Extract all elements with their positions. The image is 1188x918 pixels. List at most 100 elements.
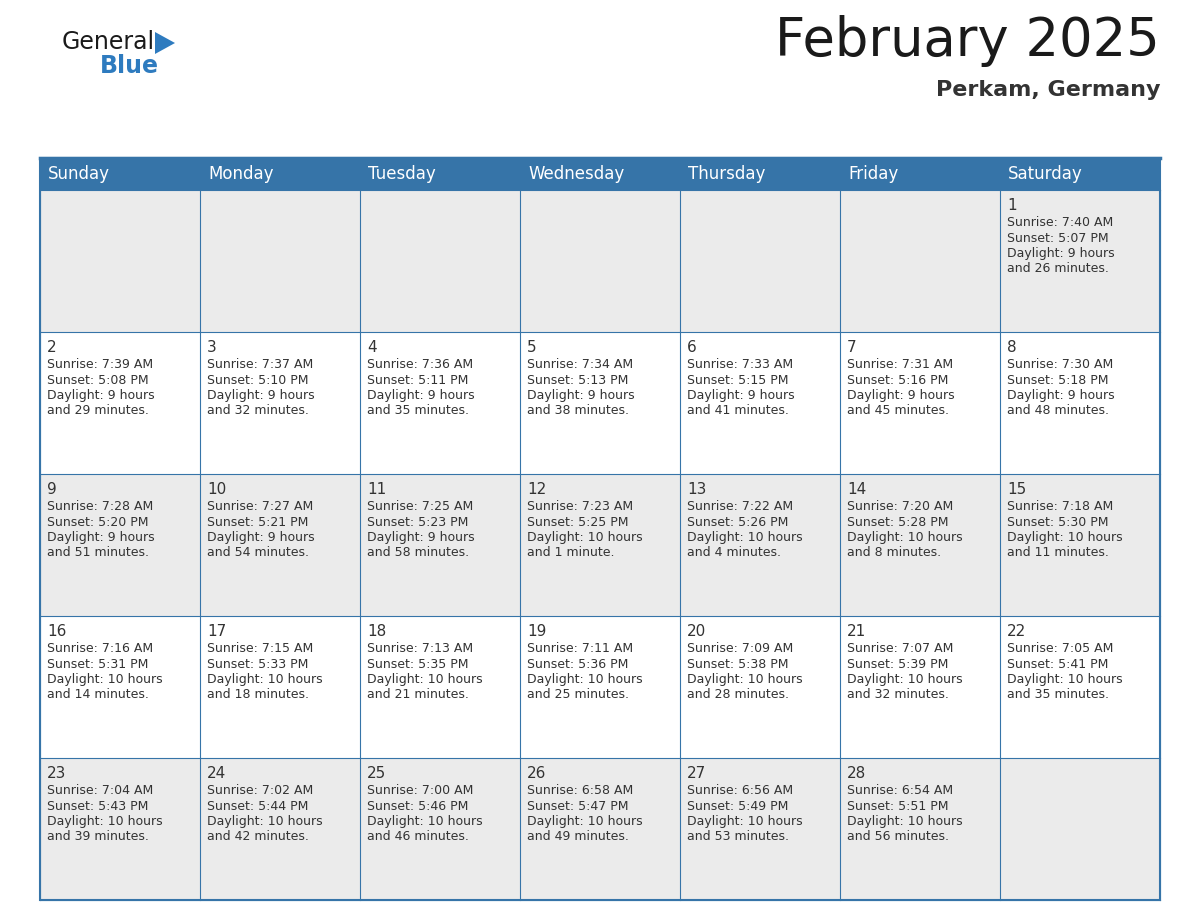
Text: Sunset: 5:49 PM: Sunset: 5:49 PM [687, 800, 789, 812]
Text: Sunset: 5:38 PM: Sunset: 5:38 PM [687, 657, 789, 670]
Text: Sunset: 5:39 PM: Sunset: 5:39 PM [847, 657, 948, 670]
Text: Sunset: 5:28 PM: Sunset: 5:28 PM [847, 516, 948, 529]
Text: Daylight: 10 hours: Daylight: 10 hours [847, 815, 962, 828]
Text: and 51 minutes.: and 51 minutes. [48, 546, 148, 559]
Polygon shape [154, 32, 175, 54]
Text: Sunset: 5:25 PM: Sunset: 5:25 PM [527, 516, 628, 529]
Bar [200, 474, 360, 616]
Text: Daylight: 10 hours: Daylight: 10 hours [527, 815, 643, 828]
Text: Sunday: Sunday [48, 165, 110, 183]
Bar [680, 190, 840, 332]
Text: 14: 14 [847, 482, 866, 497]
Text: 1: 1 [1007, 198, 1017, 213]
Text: 8: 8 [1007, 340, 1017, 355]
Text: Sunset: 5:23 PM: Sunset: 5:23 PM [367, 516, 468, 529]
Text: Sunset: 5:44 PM: Sunset: 5:44 PM [207, 800, 309, 812]
Text: Blue: Blue [100, 54, 159, 78]
Text: and 35 minutes.: and 35 minutes. [1007, 688, 1110, 701]
Text: Sunrise: 7:40 AM: Sunrise: 7:40 AM [1007, 216, 1113, 229]
Text: Sunrise: 6:56 AM: Sunrise: 6:56 AM [687, 784, 794, 797]
Text: Tuesday: Tuesday [368, 165, 436, 183]
Text: Sunrise: 7:13 AM: Sunrise: 7:13 AM [367, 642, 473, 655]
Text: Daylight: 10 hours: Daylight: 10 hours [687, 815, 803, 828]
Text: and 32 minutes.: and 32 minutes. [847, 688, 949, 701]
Text: 16: 16 [48, 624, 67, 639]
Text: Daylight: 10 hours: Daylight: 10 hours [1007, 673, 1123, 686]
Text: 3: 3 [207, 340, 216, 355]
Text: 4: 4 [367, 340, 377, 355]
Text: Daylight: 10 hours: Daylight: 10 hours [207, 673, 323, 686]
Bar [840, 190, 1000, 332]
Text: Daylight: 9 hours: Daylight: 9 hours [207, 531, 315, 544]
Text: Sunset: 5:13 PM: Sunset: 5:13 PM [527, 374, 628, 386]
Bar [840, 758, 1000, 900]
Text: Sunrise: 7:27 AM: Sunrise: 7:27 AM [207, 500, 314, 513]
Text: 21: 21 [847, 624, 866, 639]
Text: 10: 10 [207, 482, 226, 497]
Text: Sunset: 5:15 PM: Sunset: 5:15 PM [687, 374, 789, 386]
Text: and 14 minutes.: and 14 minutes. [48, 688, 148, 701]
Bar [40, 158, 1159, 190]
Text: Monday: Monday [208, 165, 273, 183]
Text: 2: 2 [48, 340, 57, 355]
Bar [40, 758, 200, 900]
Bar [680, 332, 840, 474]
Text: 9: 9 [48, 482, 57, 497]
Text: Sunset: 5:21 PM: Sunset: 5:21 PM [207, 516, 309, 529]
Text: and 49 minutes.: and 49 minutes. [527, 831, 628, 844]
Text: Daylight: 9 hours: Daylight: 9 hours [847, 389, 955, 402]
Text: 13: 13 [687, 482, 707, 497]
Text: 27: 27 [687, 766, 706, 781]
Text: and 39 minutes.: and 39 minutes. [48, 831, 148, 844]
Text: Sunrise: 7:18 AM: Sunrise: 7:18 AM [1007, 500, 1113, 513]
Bar [520, 474, 680, 616]
Text: and 42 minutes.: and 42 minutes. [207, 831, 309, 844]
Text: Sunrise: 7:25 AM: Sunrise: 7:25 AM [367, 500, 473, 513]
Text: Daylight: 9 hours: Daylight: 9 hours [527, 389, 634, 402]
Text: Sunset: 5:08 PM: Sunset: 5:08 PM [48, 374, 148, 386]
Text: Sunrise: 6:54 AM: Sunrise: 6:54 AM [847, 784, 953, 797]
Text: Sunrise: 7:31 AM: Sunrise: 7:31 AM [847, 358, 953, 371]
Text: and 26 minutes.: and 26 minutes. [1007, 263, 1108, 275]
Text: 24: 24 [207, 766, 226, 781]
Bar [520, 332, 680, 474]
Bar [680, 474, 840, 616]
Text: Daylight: 9 hours: Daylight: 9 hours [1007, 247, 1114, 260]
Text: Sunset: 5:43 PM: Sunset: 5:43 PM [48, 800, 148, 812]
Text: and 56 minutes.: and 56 minutes. [847, 831, 949, 844]
Text: 20: 20 [687, 624, 706, 639]
Text: February 2025: February 2025 [776, 15, 1159, 67]
Text: and 21 minutes.: and 21 minutes. [367, 688, 469, 701]
Text: Daylight: 9 hours: Daylight: 9 hours [367, 531, 475, 544]
Bar [360, 616, 520, 758]
Text: and 11 minutes.: and 11 minutes. [1007, 546, 1108, 559]
Text: and 46 minutes.: and 46 minutes. [367, 831, 469, 844]
Text: 11: 11 [367, 482, 386, 497]
Text: Sunset: 5:26 PM: Sunset: 5:26 PM [687, 516, 789, 529]
Text: Sunrise: 7:11 AM: Sunrise: 7:11 AM [527, 642, 633, 655]
Bar [360, 758, 520, 900]
Text: Sunrise: 7:30 AM: Sunrise: 7:30 AM [1007, 358, 1113, 371]
Text: and 18 minutes.: and 18 minutes. [207, 688, 309, 701]
Text: Daylight: 10 hours: Daylight: 10 hours [527, 673, 643, 686]
Text: Saturday: Saturday [1007, 165, 1082, 183]
Text: Sunrise: 7:23 AM: Sunrise: 7:23 AM [527, 500, 633, 513]
Text: Sunset: 5:07 PM: Sunset: 5:07 PM [1007, 231, 1108, 244]
Text: Perkam, Germany: Perkam, Germany [935, 80, 1159, 100]
Text: 19: 19 [527, 624, 546, 639]
Text: Daylight: 10 hours: Daylight: 10 hours [687, 673, 803, 686]
Text: and 53 minutes.: and 53 minutes. [687, 831, 789, 844]
Text: 6: 6 [687, 340, 696, 355]
Text: Sunrise: 7:02 AM: Sunrise: 7:02 AM [207, 784, 314, 797]
Text: Daylight: 9 hours: Daylight: 9 hours [48, 389, 154, 402]
Text: Sunset: 5:10 PM: Sunset: 5:10 PM [207, 374, 309, 386]
Text: 17: 17 [207, 624, 226, 639]
Text: Sunset: 5:33 PM: Sunset: 5:33 PM [207, 657, 309, 670]
Text: and 58 minutes.: and 58 minutes. [367, 546, 469, 559]
Text: Sunset: 5:31 PM: Sunset: 5:31 PM [48, 657, 148, 670]
Bar [520, 758, 680, 900]
Text: and 41 minutes.: and 41 minutes. [687, 405, 789, 418]
Text: Daylight: 9 hours: Daylight: 9 hours [1007, 389, 1114, 402]
Text: Daylight: 10 hours: Daylight: 10 hours [847, 673, 962, 686]
Text: and 25 minutes.: and 25 minutes. [527, 688, 628, 701]
